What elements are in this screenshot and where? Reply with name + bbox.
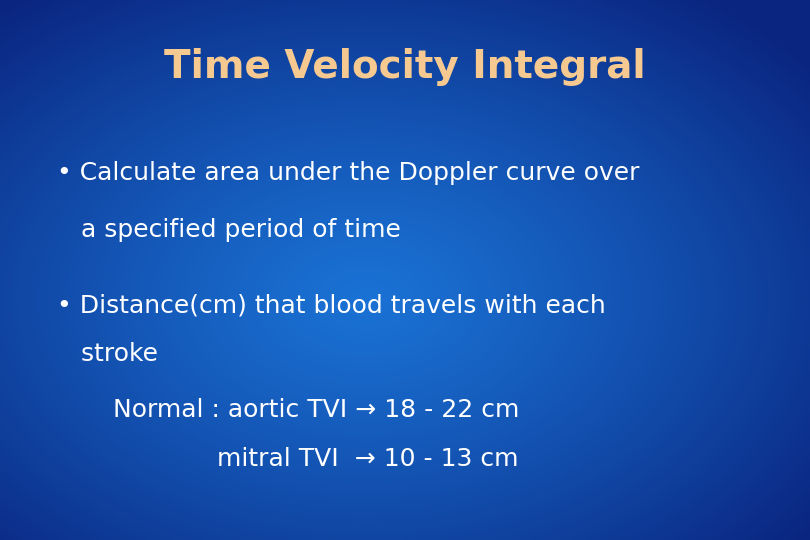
Text: a specified period of time: a specified period of time: [57, 218, 401, 241]
Text: mitral TVI  → 10 - 13 cm: mitral TVI → 10 - 13 cm: [57, 447, 518, 471]
Text: stroke: stroke: [57, 342, 158, 366]
Text: • Distance(cm) that blood travels with each: • Distance(cm) that blood travels with e…: [57, 293, 605, 317]
Text: Normal : aortic TVI → 18 - 22 cm: Normal : aortic TVI → 18 - 22 cm: [57, 399, 519, 422]
Text: • Calculate area under the Doppler curve over: • Calculate area under the Doppler curve…: [57, 161, 639, 185]
Text: Time Velocity Integral: Time Velocity Integral: [164, 49, 646, 86]
